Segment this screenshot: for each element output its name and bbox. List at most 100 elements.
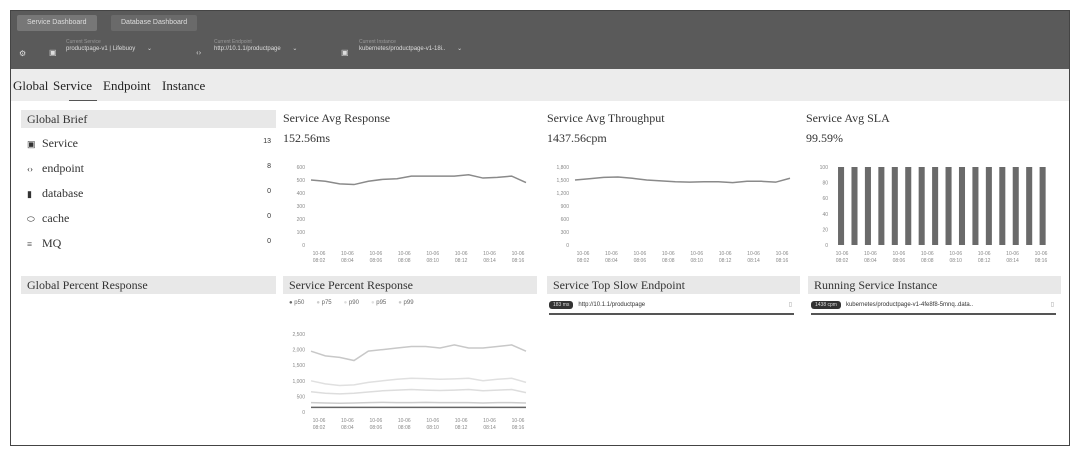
copy-icon[interactable]: ▯ <box>788 302 792 308</box>
y-tick-label: 0 <box>825 243 828 249</box>
x-tick-label: 10-06 <box>512 418 525 424</box>
server-icon: ▣ <box>49 48 57 57</box>
copy-icon[interactable]: ▯ <box>1050 302 1054 308</box>
x-tick-label: 08:02 <box>313 258 326 264</box>
dashboard-window: Service Dashboard Database Dashboard ⚙ ▣… <box>10 10 1070 446</box>
x-tick-label: 08:16 <box>776 258 789 264</box>
y-tick-label: 100 <box>820 165 829 171</box>
x-tick-label: 10-06 <box>341 418 354 424</box>
sla-bar <box>905 167 912 245</box>
database-icon: ▮ <box>27 189 32 199</box>
tab-service[interactable]: Service <box>53 78 97 101</box>
latency-badge: 183 ms <box>549 301 574 309</box>
x-tick-label: 10-06 <box>662 251 675 257</box>
brief-label: MQ <box>42 236 62 250</box>
sla-bar <box>958 167 966 245</box>
x-tick-label: 10-06 <box>949 251 962 257</box>
x-tick-label: 08:06 <box>893 258 906 264</box>
y-tick-label: 500 <box>297 178 306 184</box>
brief-count: 0 <box>267 213 271 220</box>
y-tick-label: 900 <box>561 204 570 210</box>
avg-sla-title: Service Avg SLA <box>806 111 890 125</box>
service-selector[interactable]: Current Service productpage-v1 | Lifebuoy… <box>66 39 152 52</box>
settings-icon[interactable]: ⚙ <box>19 49 27 58</box>
brief-item-mq: ≡ MQ 0 <box>27 236 277 252</box>
y-tick-label: 1,800 <box>556 165 569 171</box>
brief-item-endpoint: ‹› endpoint 8 <box>27 161 277 177</box>
y-tick-label: 1,500 <box>556 178 569 184</box>
x-tick-label: 10-06 <box>313 418 326 424</box>
x-tick-label: 10-06 <box>633 251 646 257</box>
series-line-avg_throughput <box>574 176 791 184</box>
x-tick-label: 08:14 <box>1006 258 1019 264</box>
chevron-down-icon: ⌄ <box>146 46 152 52</box>
x-tick-label: 10-06 <box>690 251 703 257</box>
code-icon: ‹› <box>196 48 202 57</box>
avg-throughput-value: 1437.56cpm <box>547 131 607 145</box>
x-tick-label: 10-06 <box>1035 251 1048 257</box>
x-tick-label: 08:14 <box>483 258 496 264</box>
x-tick-label: 10-06 <box>341 251 354 257</box>
code-icon: ‹› <box>27 164 33 174</box>
x-tick-label: 08:10 <box>690 258 703 264</box>
legend-p75[interactable]: ● p75 <box>316 300 332 306</box>
tab-instance[interactable]: Instance <box>162 78 206 93</box>
y-tick-label: 500 <box>297 394 306 400</box>
x-tick-label: 10-06 <box>455 251 468 257</box>
y-tick-label: 600 <box>561 217 570 223</box>
legend-p50[interactable]: ● p50 <box>289 300 305 306</box>
brief-count: 0 <box>267 188 271 195</box>
tab-global[interactable]: Global <box>13 78 49 93</box>
y-tick-label: 60 <box>822 196 828 202</box>
x-tick-label: 08:06 <box>370 258 383 264</box>
instance-icon: ▣ <box>341 48 349 57</box>
x-tick-label: 10-06 <box>398 418 411 424</box>
running-instance-item[interactable]: 1438 cpm kubernetes/productpage-v1-4fe8f8… <box>811 301 1056 315</box>
legend-p90[interactable]: ● p90 <box>343 300 359 306</box>
x-tick-label: 10-06 <box>719 251 732 257</box>
sla-bar <box>1026 167 1033 245</box>
x-tick-label: 10-06 <box>369 251 382 257</box>
series-line-p90 <box>310 388 527 395</box>
running-instance-title: Running Service Instance <box>808 276 1061 294</box>
endpoint-selector[interactable]: Current Endpoint http://10.1.1/productpag… <box>214 39 298 52</box>
brief-item-service: ▣ Service 13 <box>27 136 277 152</box>
sla-bar <box>878 167 885 245</box>
nav-tabs: Global Service Endpoint Instance <box>11 69 1069 101</box>
instance-selector[interactable]: Current Instance kubernetes/productpage-v… <box>359 39 463 52</box>
server-icon: ▣ <box>27 139 36 149</box>
brief-count: 0 <box>267 238 271 245</box>
brief-label: Service <box>42 136 78 150</box>
legend-p95[interactable]: ● p95 <box>370 300 387 306</box>
y-tick-label: 300 <box>297 204 306 210</box>
x-tick-label: 08:08 <box>921 258 934 264</box>
sla-bar <box>972 167 979 245</box>
x-tick-label: 08:02 <box>836 258 849 264</box>
percent-response-title: Service Percent Response <box>283 276 537 294</box>
dashboard-tab-database[interactable]: Database Dashboard <box>111 15 198 31</box>
avg-sla-value: 99.59% <box>806 131 843 145</box>
legend-p99[interactable]: ● p99 <box>398 300 414 306</box>
sla-bar <box>1012 167 1019 245</box>
y-tick-label: 20 <box>822 227 828 233</box>
dashboard-tab-service[interactable]: Service Dashboard <box>17 15 97 31</box>
brief-item-cache: ⬭ cache 0 <box>27 211 277 227</box>
y-tick-label: 1,000 <box>292 379 305 385</box>
x-tick-label: 08:10 <box>426 425 439 431</box>
x-tick-label: 08:02 <box>313 425 326 431</box>
x-tick-label: 08:08 <box>398 258 411 264</box>
y-tick-label: 1,500 <box>292 363 305 369</box>
x-tick-label: 10-06 <box>892 251 905 257</box>
y-tick-label: 0 <box>302 243 305 249</box>
chevron-down-icon: ⌄ <box>457 46 463 52</box>
slow-endpoint-title: Service Top Slow Endpoint <box>547 276 800 294</box>
x-tick-label: 08:12 <box>978 258 991 264</box>
x-tick-label: 10-06 <box>921 251 934 257</box>
percent-legend: ● p50 ● p75 ● p90 ● p95 ● p99 <box>289 300 426 306</box>
y-tick-label: 40 <box>822 212 828 218</box>
x-tick-label: 08:16 <box>512 425 525 431</box>
x-tick-label: 10-06 <box>455 418 468 424</box>
tab-endpoint[interactable]: Endpoint <box>103 78 151 93</box>
y-tick-label: 600 <box>297 165 306 171</box>
slow-endpoint-item[interactable]: 183 ms http://10.1.1/productpage ▯ <box>549 301 794 315</box>
